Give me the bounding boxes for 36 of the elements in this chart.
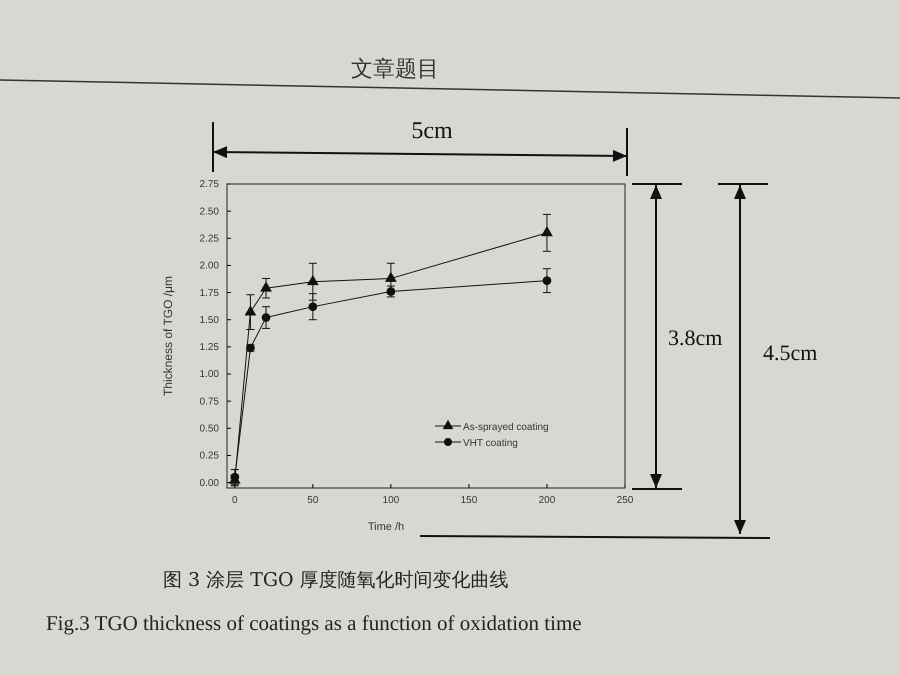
x-tick-label: 200 — [538, 495, 556, 506]
point — [542, 276, 552, 285]
y-axis-title: Thickness of TGO /μm — [161, 276, 175, 396]
y-tick-label: 0.25 — [200, 450, 220, 462]
point — [384, 272, 397, 282]
point — [262, 313, 270, 322]
y-tick-label: 1.75 — [200, 288, 220, 299]
point — [541, 226, 553, 236]
y-tick-label: 0.00 — [200, 478, 220, 489]
caption: 图 3 涂层 TGO 厚度随氧化时间变化曲线 — [163, 569, 509, 591]
y-tick-label: 2.75 — [200, 179, 220, 190]
point — [244, 305, 256, 316]
caption: Fig.3 TGO thickness of coatings as a function of oxidation time — [46, 611, 582, 635]
y-tick-label: 0.75 — [200, 396, 220, 408]
y-tick-label: 1.50 — [200, 314, 220, 326]
x-tick-label: 250 — [616, 495, 634, 506]
point — [306, 274, 319, 286]
point — [260, 281, 272, 292]
x-tick-label: 100 — [382, 495, 400, 506]
x-axis-title: Time /h — [368, 521, 404, 533]
y-tick-label: 2.25 — [200, 233, 220, 244]
x-tick-label: 0 — [232, 495, 238, 506]
y-tick-label: 1.25 — [200, 342, 220, 354]
legend-label: VHT coating — [463, 438, 518, 449]
x-tick-label: 50 — [307, 495, 319, 506]
point — [308, 302, 318, 312]
y-tick-label: 0.50 — [200, 423, 220, 434]
y-tick-label: 2.50 — [200, 206, 220, 218]
chart-title: 文章题目 — [351, 57, 439, 82]
y-tick-label: 1.00 — [200, 369, 220, 380]
y-tick-label: 2.00 — [200, 260, 220, 272]
text: 5cm — [411, 118, 453, 144]
text: 4.5cm — [763, 340, 818, 365]
legend-label: As-sprayed coating — [463, 422, 549, 433]
text: 3.8cm — [668, 325, 722, 350]
x-tick-label: 150 — [460, 495, 478, 506]
